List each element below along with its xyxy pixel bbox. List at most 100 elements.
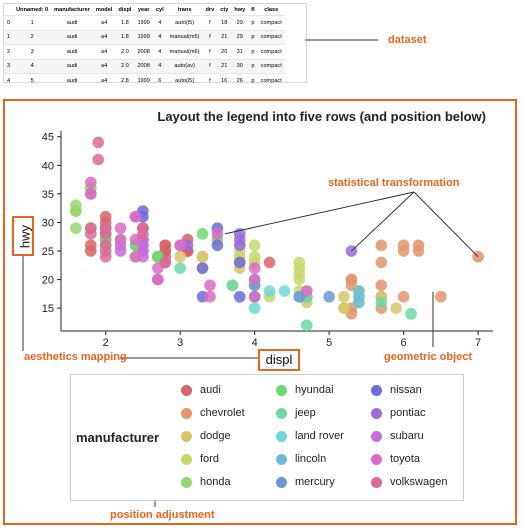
y-tick-label: 25 [42, 246, 54, 258]
legend-label: pontiac [390, 407, 426, 419]
legend-swatch [181, 407, 192, 419]
table-cell: 18 [217, 15, 232, 30]
y-tick-label: 35 [42, 189, 54, 201]
row-index: 4 [4, 73, 14, 88]
column-header: manufacturer [54, 6, 90, 13]
data-point-dodge [338, 290, 350, 303]
legend-label: nissan [390, 384, 422, 396]
x-tick-label: 7 [475, 337, 481, 349]
position-adjustment-label: position adjustment [110, 509, 215, 521]
table-cell: a4 [92, 73, 116, 88]
legend-label: chevrolet [200, 407, 245, 419]
table-cell: 16 [217, 73, 232, 88]
table-cell: p [248, 29, 258, 45]
row-index: 3 [4, 58, 14, 74]
legend-swatch [181, 453, 192, 465]
table-cell: f [202, 58, 218, 74]
legend-item: nissan [371, 384, 422, 396]
table-cell: auto(l5) [166, 15, 203, 30]
legend-swatch [181, 430, 192, 442]
legend-label: volkswagen [390, 476, 448, 488]
table-cell: 2008 [134, 58, 153, 74]
table-cell: compact [257, 58, 285, 74]
data-point-chevrolet [397, 245, 410, 257]
column-header: cyl [155, 6, 164, 13]
table-cell: 4 [152, 58, 167, 74]
dataset-label: dataset [388, 34, 427, 46]
data-point-jeep [300, 319, 313, 332]
y-tick-label: 15 [42, 303, 54, 315]
table-cell: audi [51, 58, 93, 74]
legend-swatch [181, 476, 192, 488]
table-cell: compact [257, 29, 285, 45]
legend-item: chevrolet [181, 407, 245, 419]
row-index: 2 [4, 44, 14, 59]
stat-transform-callout-line [351, 191, 415, 252]
legend-item: ford [181, 453, 219, 465]
legend-label: audi [200, 384, 221, 396]
legend-swatch [276, 407, 287, 419]
table-cell: p [248, 58, 258, 74]
data-point-toyota [248, 290, 261, 303]
legend-item: pontiac [371, 407, 425, 419]
data-point-jeep [405, 308, 417, 320]
plot-frame [3, 99, 517, 525]
table-cell: f [202, 15, 218, 30]
table-cell: 5 [13, 73, 52, 88]
table-cell: a4 [92, 29, 116, 45]
column-header: class [264, 6, 279, 13]
data-point-toyota [129, 210, 142, 223]
table-row: 3 4 audi a4 2.0 2008 4 auto(av) f 21 30 p compact [4, 58, 285, 74]
column-header: trans [177, 6, 192, 13]
table-cell: 6 [152, 73, 167, 88]
data-point-toyota [152, 273, 164, 286]
table-cell: auto(av) [166, 58, 203, 74]
data-point-mercury [323, 290, 335, 303]
legend-item: lincoln [276, 453, 326, 465]
table-row: 4 5 audi a4 2.8 1999 6 auto(l5) f 16 26 p compact [4, 73, 285, 88]
x-tick-label: 4 [252, 337, 258, 349]
table-cell: 1.8 [115, 29, 135, 45]
table-cell: 31 [231, 44, 249, 59]
x-tick-label: 5 [326, 337, 332, 349]
x-tick-label: 2 [103, 337, 109, 349]
table-cell: 2 [13, 29, 52, 45]
dataframe: Unnamed: 0 manufacturer model displ year cyl t… [4, 4, 285, 88]
data-point-volkswagen [84, 228, 97, 240]
legend-swatch [371, 430, 382, 442]
y-axis-label: hwy [17, 224, 33, 249]
table-cell: 21 [217, 58, 232, 74]
row-index: 0 [4, 15, 14, 30]
table-cell: 4 [152, 29, 167, 45]
dataset-table: Unnamed: 0 manufacturer model displ year cyl t… [3, 3, 307, 88]
data-point-honda [70, 222, 82, 234]
legend-swatch [371, 407, 382, 419]
table-cell: 20 [217, 44, 232, 59]
table-row: 1 2 audi a4 1.8 1999 4 manual(m5) f 21 29 p compact [4, 29, 285, 45]
table-cell: a4 [92, 15, 116, 30]
legend-item: toyota [371, 453, 420, 465]
legend-label: dodge [200, 430, 231, 442]
legend-item: jeep [276, 407, 316, 419]
data-point-ford [248, 239, 261, 252]
table-body: 0 1 audi a4 1.8 1999 4 auto(l5) f 18 29 p compact 1 2 a… [4, 15, 285, 88]
y-tick-label: 30 [42, 217, 54, 229]
data-point-toyota [129, 250, 142, 263]
data-point-toyota [248, 262, 261, 274]
y-axis-label-box: hwy [12, 216, 34, 256]
legend-item: subaru [371, 430, 424, 442]
table-cell: 29 [231, 29, 249, 45]
legend: manufacturer audi chevrolet dodge ford honda… [70, 374, 464, 501]
table-cell: f [202, 29, 218, 45]
data-point-volkswagen [99, 222, 112, 234]
table-cell: 1999 [134, 73, 153, 88]
data-point-toyota [204, 279, 216, 292]
stat-transform-callout-line [413, 191, 479, 258]
x-axis-label: displ [258, 349, 300, 371]
data-point-jeep [375, 296, 388, 309]
table-cell: compact [257, 73, 285, 88]
data-point-toyota [84, 188, 97, 200]
data-point-volkswagen [137, 222, 149, 234]
data-point-audi [84, 245, 97, 257]
table-row: 0 1 audi a4 1.8 1999 4 auto(l5) f 18 29 p compact [4, 15, 285, 30]
